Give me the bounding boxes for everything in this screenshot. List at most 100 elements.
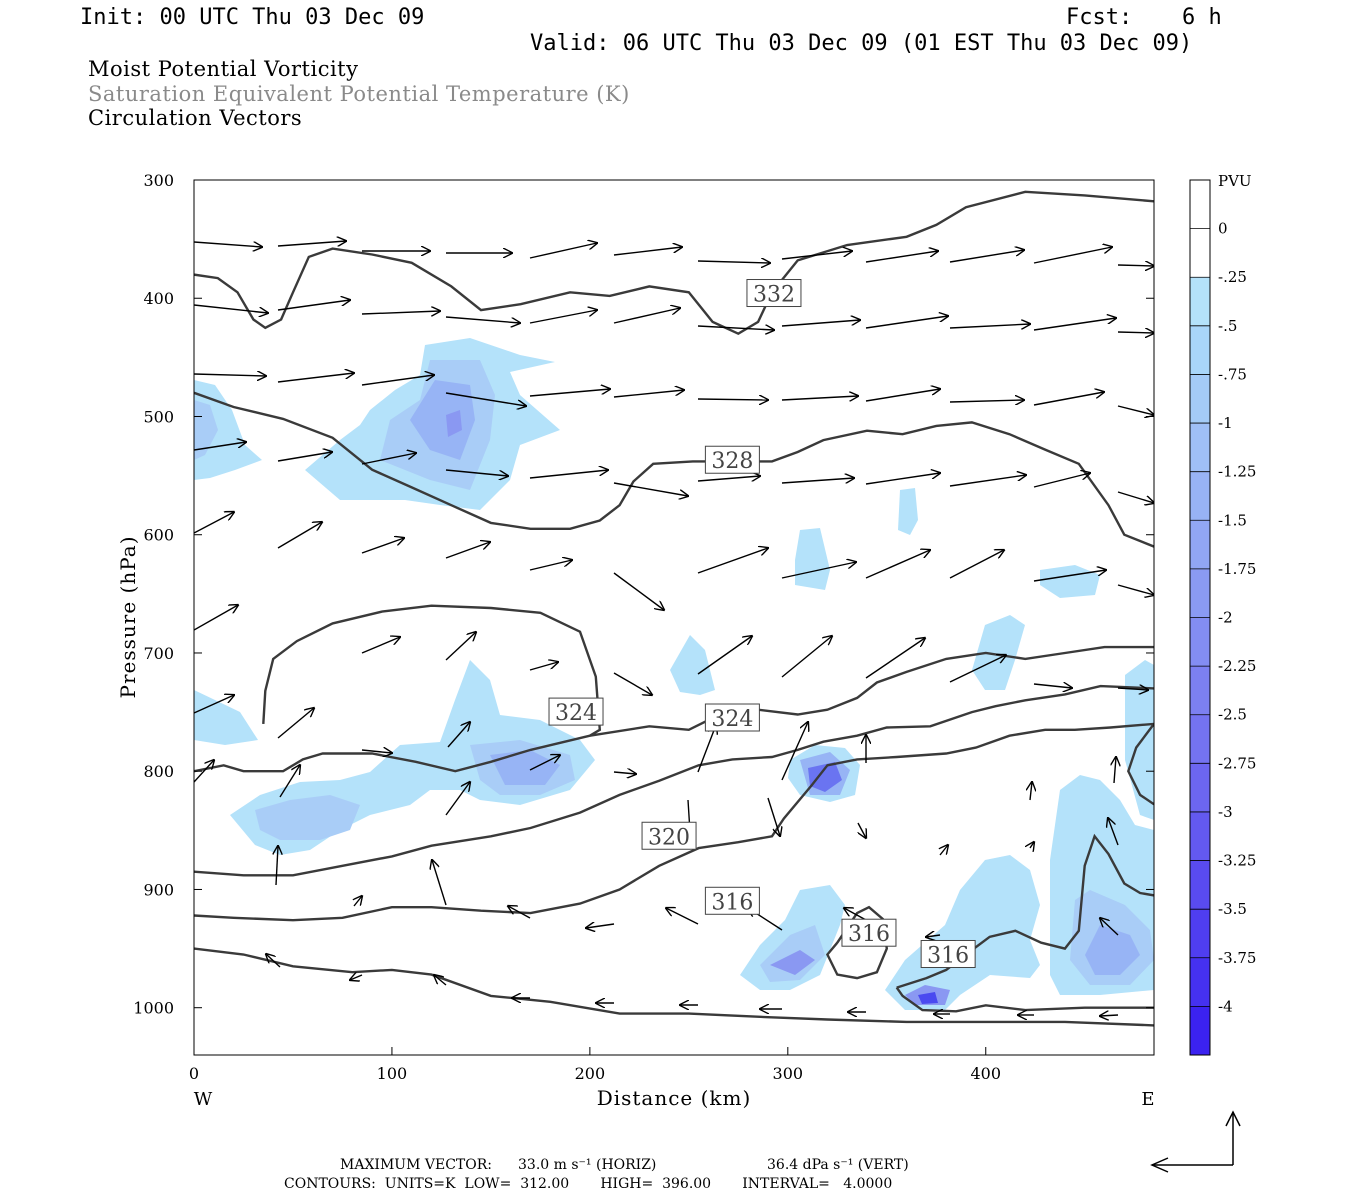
vector-arrow xyxy=(697,725,716,773)
vector-arrow xyxy=(613,772,636,774)
colorbar-swatch xyxy=(1190,423,1210,472)
vector-arrow xyxy=(1117,405,1154,415)
colorbar-unit: PVU xyxy=(1218,172,1252,190)
colorbar-label: -.75 xyxy=(1218,365,1247,383)
y-tick-label: 300 xyxy=(143,171,174,190)
vector-arrow xyxy=(1100,918,1119,936)
max-vector-horiz: 33.0 m s⁻¹ (HORIZ) xyxy=(518,1157,657,1173)
vector-arrow xyxy=(194,374,266,376)
vector-arrow xyxy=(865,473,940,485)
colorbar-label: -1.75 xyxy=(1218,560,1256,578)
colorbar-swatch xyxy=(1190,325,1210,375)
vector-arrow xyxy=(1117,584,1154,595)
vector-arrow xyxy=(949,655,1006,683)
vector-arrow xyxy=(1108,818,1119,846)
colorbar-label: -4 xyxy=(1218,997,1233,1015)
colorbar-label: -3.25 xyxy=(1218,852,1256,870)
contour-320 xyxy=(194,684,1154,877)
pv-region xyxy=(972,615,1025,690)
colorbar-label: -.5 xyxy=(1218,317,1237,335)
contour-label-box xyxy=(920,939,976,968)
vector-arrow xyxy=(697,548,768,574)
pv-region xyxy=(410,380,475,460)
colorbar-swatch xyxy=(1190,763,1210,812)
vector-arrow xyxy=(949,324,1030,328)
pv-region xyxy=(194,400,218,460)
contours-info: CONTOURS: UNITS=K LOW= 312.00 HIGH= 396.… xyxy=(284,1176,893,1192)
colorbar-swatch xyxy=(1190,860,1210,910)
vector-arrow xyxy=(361,375,434,386)
vector-arrow xyxy=(361,453,416,465)
vector-arrow xyxy=(361,750,392,753)
vector-arrow xyxy=(277,241,346,247)
vector-arrow xyxy=(1033,318,1116,331)
contour-label-box xyxy=(548,697,604,726)
vector-arrow xyxy=(613,572,664,610)
vector-arrow xyxy=(865,638,925,679)
contour-label: 324 xyxy=(555,701,597,726)
colorbar-swatch xyxy=(1190,957,1210,1007)
vector-arrow xyxy=(194,241,262,247)
pv-region xyxy=(795,528,830,590)
colorbar-label: -.25 xyxy=(1218,268,1247,286)
vector-arrow xyxy=(266,954,281,968)
vector-arrow xyxy=(865,389,940,402)
vector-arrow xyxy=(781,722,808,781)
contour-label-box xyxy=(841,918,897,947)
x-tick-label: 300 xyxy=(773,1064,804,1083)
y-tick-label: 900 xyxy=(143,880,174,899)
vector-arrow xyxy=(445,782,470,816)
colorbar-label: -3 xyxy=(1218,803,1233,821)
contour-label-box xyxy=(746,279,802,308)
vector-arrow xyxy=(781,562,856,579)
x-tick-label: 0 xyxy=(189,1064,199,1083)
y-tick-label: 1000 xyxy=(133,999,174,1018)
valid-time: Valid: 06 UTC Thu 03 Dec 09 (01 EST Thu … xyxy=(530,31,1193,56)
fcst-value: 6 h xyxy=(1182,5,1222,30)
contour-312 xyxy=(194,947,1154,1027)
pv-region xyxy=(808,762,842,792)
vector-arrow xyxy=(949,250,1024,263)
vector-arrow xyxy=(781,636,832,678)
vector-arrow xyxy=(361,311,440,314)
vector-arrow xyxy=(949,475,1026,487)
vector-arrow xyxy=(194,442,246,451)
contour-label: 320 xyxy=(648,825,690,850)
colorbar-swatch xyxy=(1190,471,1210,521)
pv-region xyxy=(446,410,462,437)
pv-region xyxy=(770,950,815,975)
vector-arrow xyxy=(445,542,490,559)
vector-arrow xyxy=(697,476,760,481)
field-title-pv: Moist Potential Vorticity xyxy=(88,57,359,81)
pv-region xyxy=(194,380,262,480)
vector-arrow xyxy=(1033,473,1090,488)
vector-arrow xyxy=(194,512,234,534)
pv-region xyxy=(898,488,918,535)
vector-arrow xyxy=(613,390,684,398)
vector-arrow xyxy=(354,896,362,907)
contour-328 xyxy=(194,391,1154,548)
contour-316b xyxy=(825,905,889,980)
pv-region xyxy=(760,925,825,982)
vector-arrow xyxy=(926,935,941,937)
x-tick-label: 200 xyxy=(575,1064,606,1083)
vector-arrow xyxy=(586,924,615,928)
contour-label-box xyxy=(641,821,697,850)
field-title-vectors: Circulation Vectors xyxy=(88,106,303,130)
contour-label: 316 xyxy=(927,943,969,968)
contour-label: 324 xyxy=(711,707,753,732)
colorbar-swatch xyxy=(1190,666,1210,715)
vector-arrow xyxy=(1033,392,1104,406)
colorbar-swatch xyxy=(1190,909,1210,958)
vector-arrow xyxy=(277,373,354,383)
vector-arrow xyxy=(529,755,560,771)
y-tick-label: 400 xyxy=(143,289,174,308)
contour-label: 328 xyxy=(711,449,753,474)
fcst-label: Fcst: xyxy=(1066,5,1133,30)
vector-arrow xyxy=(529,560,572,571)
contour-label-box xyxy=(704,886,760,915)
pv-region xyxy=(490,750,560,785)
colorbar-swatch xyxy=(1190,1006,1210,1055)
vector-arrow xyxy=(432,860,447,906)
